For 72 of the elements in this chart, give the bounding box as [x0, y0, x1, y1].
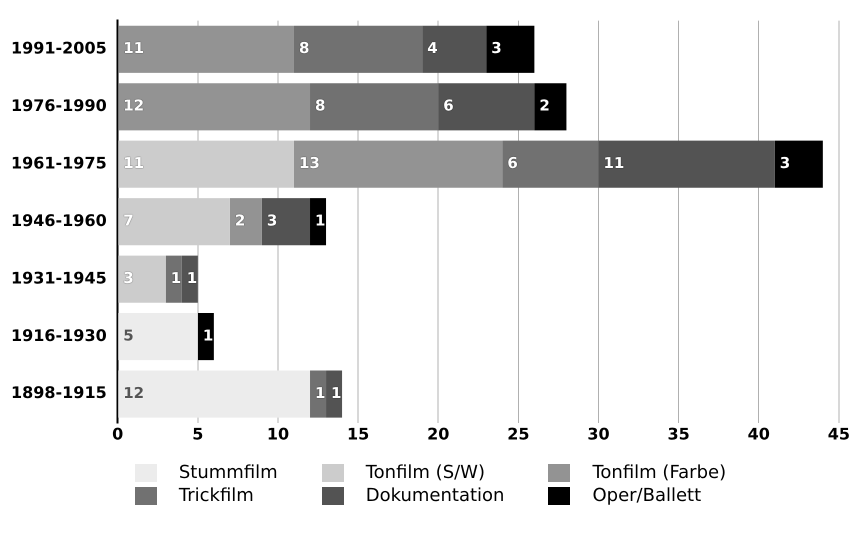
legend-label: Stummfilm — [178, 462, 278, 483]
bar — [118, 198, 230, 246]
bar — [294, 140, 502, 188]
bar — [422, 26, 486, 73]
legend-label: Dokumentation — [366, 485, 504, 506]
x-tick-label: 5 — [192, 424, 204, 444]
bar — [310, 370, 326, 418]
data-label: 2 — [539, 96, 550, 115]
bar — [598, 140, 775, 188]
x-tick-label: 45 — [828, 424, 850, 444]
bar — [534, 83, 566, 130]
bar — [502, 140, 598, 188]
data-label: 12 — [123, 96, 144, 115]
y-tick-label: 1916-1930 — [11, 326, 107, 345]
data-label: 2 — [234, 212, 246, 230]
data-label: 6 — [507, 154, 518, 172]
data-label: 3 — [491, 39, 502, 58]
x-tick-label: 20 — [427, 424, 450, 444]
data-label: 3 — [123, 269, 134, 288]
data-label: 11 — [123, 39, 144, 58]
legend-label: Tonfilm (Farbe) — [592, 462, 726, 483]
data-label: 4 — [427, 39, 438, 58]
bar — [182, 256, 198, 303]
data-label: 1 — [186, 269, 198, 288]
bar — [262, 198, 310, 246]
y-tick-label: 1931-1945 — [11, 268, 107, 288]
bar — [198, 313, 214, 360]
legend-label: Trickfilm — [178, 485, 254, 506]
y-tick-label: 1976-1990 — [11, 96, 107, 115]
data-label: 8 — [315, 96, 326, 115]
bar — [438, 83, 534, 130]
bar — [310, 83, 438, 130]
data-label: 6 — [443, 96, 454, 115]
x-tick-label: 10 — [266, 424, 290, 444]
bar — [230, 198, 262, 246]
bar — [486, 26, 534, 73]
x-tick-label: 15 — [346, 424, 370, 444]
bar — [118, 83, 310, 130]
data-label: 1 — [315, 384, 326, 402]
x-tick-label: 40 — [748, 424, 770, 444]
data-label: 5 — [123, 326, 134, 345]
y-tick-label: 1961-1975 — [11, 153, 107, 172]
data-label: 3 — [266, 212, 278, 230]
x-tick-label: 35 — [667, 424, 690, 444]
bar — [118, 313, 198, 360]
data-label: 13 — [298, 154, 320, 172]
data-label: 11 — [123, 154, 144, 172]
bar — [166, 256, 182, 303]
y-tick-label: 1946-1960 — [11, 210, 107, 230]
bar — [118, 140, 294, 188]
bar — [326, 370, 342, 418]
bar — [294, 26, 422, 73]
bar — [310, 198, 326, 246]
y-tick-label: 1898-1915 — [11, 383, 107, 402]
data-label: 11 — [603, 154, 624, 172]
x-tick-label: 0 — [112, 424, 124, 444]
data-label: 1 — [202, 326, 214, 345]
data-label: 8 — [298, 39, 310, 58]
bar — [118, 26, 294, 73]
data-label: 12 — [123, 384, 144, 402]
x-tick-label: 30 — [587, 424, 610, 444]
data-label: 3 — [780, 154, 790, 172]
legend-label: Oper/Ballett — [592, 485, 702, 506]
x-tick-label: 25 — [507, 424, 530, 444]
legend-label: Tonfilm (S/W) — [366, 462, 486, 483]
data-label: 1 — [315, 212, 326, 230]
bar — [118, 370, 310, 418]
y-tick-label: 1991-2005 — [11, 38, 107, 58]
data-label: 1 — [170, 269, 182, 288]
bar — [118, 256, 166, 303]
data-label: 1 — [331, 384, 342, 402]
bar — [774, 140, 823, 188]
